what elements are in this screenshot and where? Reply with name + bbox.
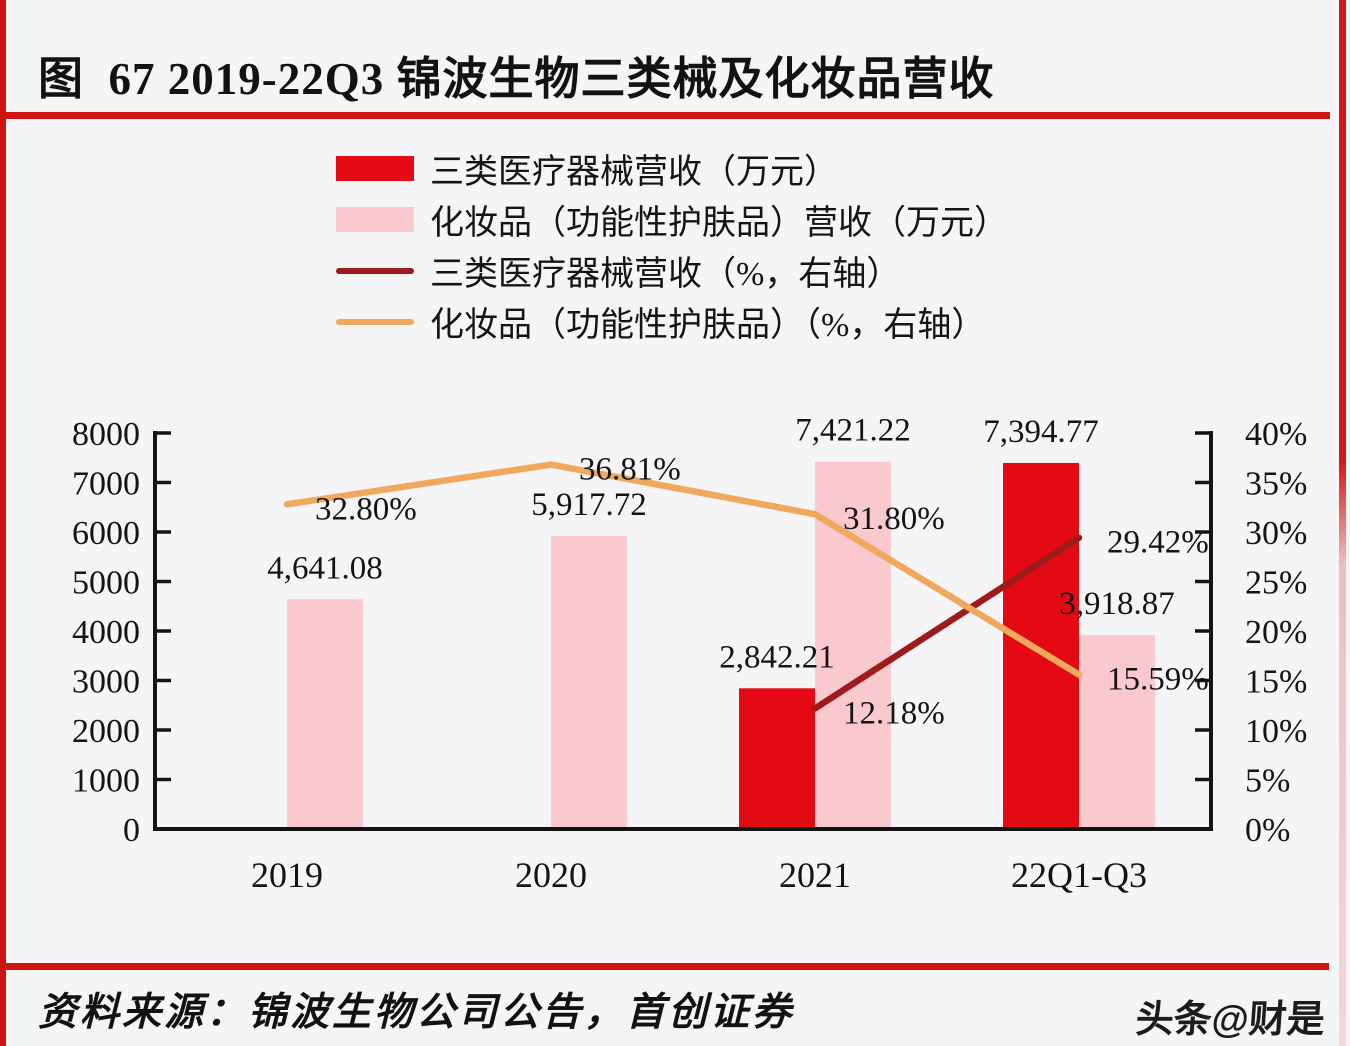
cosmetics-revenue-bar: [1079, 635, 1155, 829]
page-title: 图 67 2019-22Q3 锦波生物三类械及化妆品营收: [38, 54, 995, 104]
cosmetics-revenue-bar: [287, 599, 363, 829]
x-axis-category-label: 22Q1-Q3: [1011, 855, 1147, 895]
right-axis-tick-label: 10%: [1245, 713, 1307, 750]
right-axis-tick-label: 0%: [1245, 812, 1290, 849]
line-value-label: 32.80%: [315, 491, 417, 527]
legend-label: 三类医疗器械营收（%，右轴）: [430, 256, 901, 293]
legend-label: 化妆品（功能性护肤品）（%，右轴）: [430, 307, 986, 344]
right-axis-tick-label: 20%: [1245, 614, 1307, 651]
right-axis-tick-label: 25%: [1245, 565, 1307, 602]
device-growth-line: [811, 534, 1083, 712]
left-axis-tick-label: 0: [123, 812, 140, 849]
line-value-label: 29.42%: [1107, 525, 1209, 561]
left-axis-tick-label: 7000: [72, 466, 140, 503]
left-axis-tick-label: 2000: [72, 713, 140, 750]
right-axis-tick-label: 35%: [1245, 466, 1307, 503]
left-axis-tick-label: 1000: [72, 763, 140, 800]
cosmetics-growth-line: [283, 461, 1083, 678]
dark-red-line-swatch: [336, 267, 414, 274]
device-revenue-bar: [1003, 462, 1079, 829]
footer-divider-line: [0, 963, 1329, 970]
chart-legend: 三类医疗器械营收（万元） 化妆品（功能性护肤品）营收（万元） 三类医疗器械营收（…: [336, 143, 1008, 347]
source-note: 资料来源：锦波生物公司公告，首创证券: [38, 991, 795, 1034]
right-axis-tick-label: 40%: [1245, 416, 1307, 453]
orange-line-swatch: [336, 318, 414, 325]
right-red-border: [1339, 0, 1346, 1046]
line-value-label: 36.81%: [579, 452, 681, 488]
red-bar-swatch: [336, 156, 414, 181]
bar-value-label: 3,918.87: [1059, 586, 1175, 622]
line-value-label: 12.18%: [843, 695, 945, 731]
left-axis-tick-label: 8000: [72, 416, 140, 453]
legend-label: 化妆品（功能性护肤品）营收（万元）: [430, 205, 1008, 242]
title-divider-line: [0, 112, 1330, 119]
legend-item-cosmetics-growth: 化妆品（功能性护肤品）（%，右轴）: [336, 296, 1008, 347]
bar-value-label: 7,421.22: [795, 413, 911, 449]
bar-value-label: 7,394.77: [983, 414, 1099, 450]
x-axis-category-label: 2020: [515, 855, 587, 895]
bar-value-label: 4,641.08: [267, 550, 383, 586]
left-axis-tick-label: 6000: [72, 515, 140, 552]
bar-value-label: 5,917.72: [531, 487, 647, 523]
right-axis-tick-label: 30%: [1245, 515, 1307, 552]
pink-bar-swatch: [336, 207, 414, 232]
legend-item-device-revenue: 三类医疗器械营收（万元）: [336, 143, 1008, 194]
left-axis-tick-label: 4000: [72, 614, 140, 651]
watermark: 头条@财是: [1134, 999, 1327, 1041]
line-value-label: 31.80%: [843, 501, 945, 537]
device-revenue-bar: [739, 688, 815, 829]
right-axis-tick-label: 15%: [1245, 664, 1307, 701]
line-value-label: 15.59%: [1107, 662, 1209, 698]
left-red-border: [0, 0, 6, 1046]
x-axis-category-label: 2019: [251, 855, 323, 895]
x-axis-category-label: 2021: [779, 855, 851, 895]
cosmetics-revenue-bar: [551, 536, 627, 829]
left-axis-tick-label: 3000: [72, 664, 140, 701]
left-axis-tick-label: 5000: [72, 565, 140, 602]
legend-item-cosmetics-revenue: 化妆品（功能性护肤品）营收（万元）: [336, 194, 1008, 245]
bar-value-label: 2,842.21: [719, 639, 835, 675]
legend-label: 三类医疗器械营收（万元）: [430, 154, 838, 191]
right-axis-tick-label: 5%: [1245, 763, 1290, 800]
legend-item-device-growth: 三类医疗器械营收（%，右轴）: [336, 245, 1008, 296]
